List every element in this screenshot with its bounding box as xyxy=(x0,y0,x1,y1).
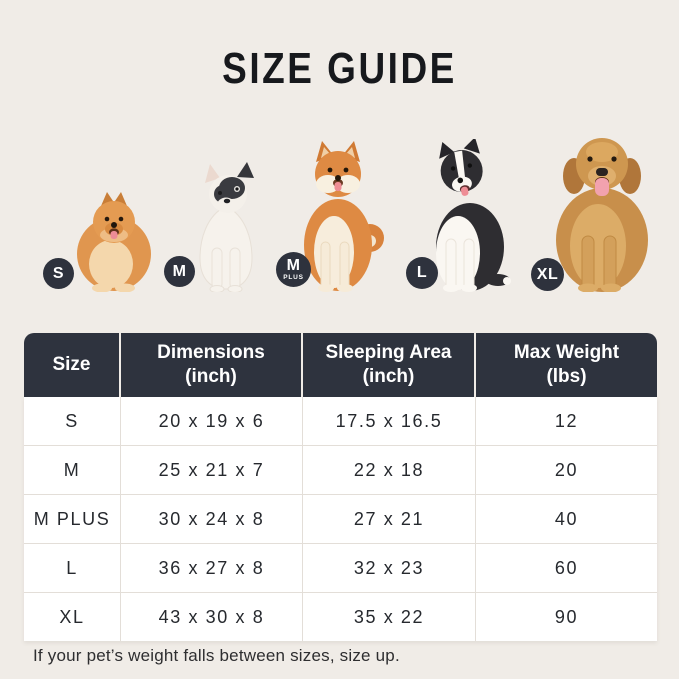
header-line: (inch) xyxy=(362,366,415,387)
french-bulldog-dog-icon xyxy=(186,162,266,292)
cell-max-weight: 12 xyxy=(475,397,657,445)
header-line: (inch) xyxy=(185,366,237,387)
table-row-m: M 25 x 21 x 7 22 x 18 20 xyxy=(24,445,657,494)
header-cell-size: Size xyxy=(24,333,119,397)
header-cell-max-weight: Max Weight (lbs) xyxy=(476,333,657,397)
size-badge-l: L xyxy=(406,257,438,289)
shiba-inu-dog-icon xyxy=(290,138,388,292)
cell-dimensions: 36 x 27 x 8 xyxy=(120,544,302,592)
header-line: (lbs) xyxy=(546,366,587,387)
badge-label: S xyxy=(52,264,65,282)
border-collie-illustration xyxy=(436,139,511,292)
cell-sleeping-area: 35 x 22 xyxy=(302,593,475,641)
cell-max-weight: 20 xyxy=(475,446,657,494)
badge-sublabel: PLUS xyxy=(283,273,304,281)
cell-size: S xyxy=(24,397,120,445)
cell-sleeping-area: 32 x 23 xyxy=(302,544,475,592)
badge-label: L xyxy=(416,264,428,281)
cell-size: XL xyxy=(24,593,120,641)
sizing-footnote: If your pet’s weight falls between sizes… xyxy=(33,646,400,665)
pomeranian-dog-icon xyxy=(64,188,164,292)
size-badge-m: M xyxy=(164,256,195,287)
shiba-inu-illustration xyxy=(304,141,384,292)
header-cell-sleeping-area: Sleeping Area (inch) xyxy=(303,333,474,397)
size-table-header-row: Size Dimensions (inch) Sleeping Area (in… xyxy=(24,333,657,397)
table-row-m-plus: M PLUS 30 x 24 x 8 27 x 21 40 xyxy=(24,494,657,543)
pomeranian-illustration xyxy=(77,192,151,292)
page-title: SIZE GUIDE xyxy=(222,44,457,93)
badge-label: M xyxy=(172,262,187,280)
table-row-xl: XL 43 x 30 x 8 35 x 22 90 xyxy=(24,592,657,641)
size-badge-m-plus: M PLUS xyxy=(276,252,311,287)
size-badge-xl: XL xyxy=(531,258,564,291)
cell-max-weight: 40 xyxy=(475,495,657,543)
cell-size: L xyxy=(24,544,120,592)
cell-dimensions: 43 x 30 x 8 xyxy=(120,593,302,641)
badge-label: XL xyxy=(536,265,559,283)
table-row-s: S 20 x 19 x 6 17.5 x 16.5 12 xyxy=(24,397,657,445)
cell-sleeping-area: 17.5 x 16.5 xyxy=(302,397,475,445)
cell-max-weight: 60 xyxy=(475,544,657,592)
cell-max-weight: 90 xyxy=(475,593,657,641)
size-table-body: S 20 x 19 x 6 17.5 x 16.5 12 M 25 x 21 x… xyxy=(24,397,657,641)
table-row-l: L 36 x 27 x 8 32 x 23 60 xyxy=(24,543,657,592)
header-cell-dimensions: Dimensions (inch) xyxy=(121,333,301,397)
cell-dimensions: 30 x 24 x 8 xyxy=(120,495,302,543)
header-line: Sleeping Area xyxy=(325,341,452,363)
badge-label: M xyxy=(286,256,301,274)
header-line: Size xyxy=(52,353,91,375)
golden-retriever-illustration xyxy=(556,138,648,292)
french-bulldog-illustration xyxy=(199,162,254,292)
cell-size: M xyxy=(24,446,120,494)
cell-dimensions: 20 x 19 x 6 xyxy=(120,397,302,445)
size-badge-s: S xyxy=(43,258,74,289)
cell-dimensions: 25 x 21 x 7 xyxy=(120,446,302,494)
cell-sleeping-area: 27 x 21 xyxy=(302,495,475,543)
size-table: Size Dimensions (inch) Sleeping Area (in… xyxy=(24,333,657,641)
golden-retriever-dog-icon xyxy=(538,128,666,292)
border-collie-dog-icon xyxy=(418,139,514,292)
header-line: Dimensions xyxy=(157,341,265,363)
cell-size: M PLUS xyxy=(24,495,120,543)
cell-sleeping-area: 22 x 18 xyxy=(302,446,475,494)
header-line: Max Weight xyxy=(513,341,620,363)
